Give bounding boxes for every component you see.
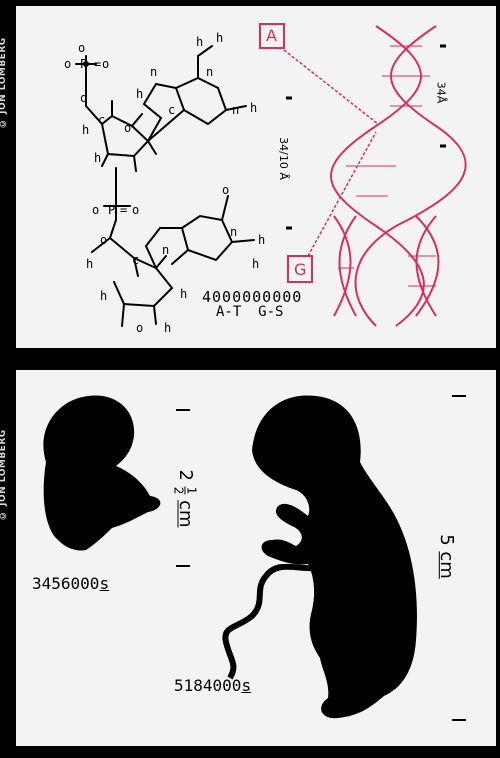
double-helix xyxy=(330,25,467,327)
svg-text:o: o xyxy=(100,233,107,247)
svg-text:n: n xyxy=(232,103,239,117)
small-size-fraction: 1 2 xyxy=(171,486,199,495)
large-fetus-silhouette xyxy=(252,395,417,719)
nucleotide-structure xyxy=(75,45,255,327)
svg-text:o: o xyxy=(124,121,131,135)
svg-text:h: h xyxy=(86,257,93,271)
svg-text:=: = xyxy=(120,203,127,217)
svg-text:c: c xyxy=(98,113,105,127)
width-fraction: 10 xyxy=(276,154,290,169)
svg-text:h: h xyxy=(258,233,265,247)
svg-text:n: n xyxy=(150,65,157,79)
svg-text:P: P xyxy=(108,203,115,217)
base-pair-count: 4000000000 xyxy=(202,288,303,306)
svg-text:h: h xyxy=(164,321,171,335)
small-size-numerator: 1 xyxy=(184,486,199,495)
credit-text-top: © JON LOMBERG xyxy=(0,37,8,128)
large-fetus-time: 5184000s xyxy=(174,676,251,695)
small-size-unit: cm xyxy=(175,500,196,528)
svg-text:n: n xyxy=(206,65,213,79)
svg-text:o: o xyxy=(102,57,109,71)
svg-text:c: c xyxy=(132,253,139,267)
credit-text-bottom: © JON LOMBERG xyxy=(0,429,8,520)
helix-pitch-unit: Å xyxy=(434,95,448,104)
umbilical-cord xyxy=(222,563,321,680)
svg-text:h: h xyxy=(216,31,223,45)
large-size-value: 5 xyxy=(435,534,457,546)
width-label: 34/10 Å xyxy=(276,137,290,180)
svg-text:n: n xyxy=(162,243,169,257)
fetus-illustration xyxy=(43,395,466,721)
helix-pitch-label: 34Å xyxy=(434,82,447,104)
svg-text:h: h xyxy=(82,123,89,137)
svg-text:P: P xyxy=(80,57,87,71)
svg-text:o: o xyxy=(92,203,99,217)
svg-text:h: h xyxy=(250,101,257,115)
svg-text:o: o xyxy=(64,57,71,71)
svg-text:o: o xyxy=(132,203,139,217)
svg-text:h: h xyxy=(94,151,101,165)
small-size-whole: 2 xyxy=(175,469,196,481)
svg-text:h: h xyxy=(136,87,143,101)
label-g-box xyxy=(287,255,313,283)
width-unit: Å xyxy=(276,172,290,180)
svg-text:o: o xyxy=(78,41,85,55)
small-fetus-time-unit: s xyxy=(99,574,110,593)
large-fetus-time-unit: s xyxy=(241,676,252,695)
label-g: G xyxy=(294,260,307,279)
small-fetus-silhouette xyxy=(43,395,161,551)
svg-text:h: h xyxy=(196,35,203,49)
label-a-box xyxy=(259,23,285,49)
callout-line-a xyxy=(283,49,379,125)
svg-text:h: h xyxy=(252,257,259,271)
svg-text:=: = xyxy=(94,57,101,71)
small-fetus-time-value: 3456000 xyxy=(32,574,100,593)
scale-ticks xyxy=(286,44,446,230)
small-fetus-size: 2 1 2 cm xyxy=(171,469,199,528)
base-pair-types: A-T G-S xyxy=(216,304,284,320)
fetus-scale-ticks xyxy=(176,395,466,721)
large-fetus-size: 5 cm xyxy=(436,534,457,579)
large-size-unit: cm xyxy=(435,551,457,579)
svg-text:n: n xyxy=(230,225,237,239)
callout-line-g xyxy=(307,131,377,257)
svg-text:o: o xyxy=(136,321,143,335)
small-fetus-time: 3456000s xyxy=(32,574,109,593)
small-size-denominator: 2 xyxy=(171,486,186,495)
svg-text:o: o xyxy=(222,183,229,197)
svg-text:h: h xyxy=(180,287,187,301)
svg-text:o: o xyxy=(80,91,87,105)
svg-text:h: h xyxy=(100,289,107,303)
helix-pitch-value: 34 xyxy=(434,81,448,96)
large-fetus-time-value: 5184000 xyxy=(174,676,242,695)
label-a: A xyxy=(266,26,277,45)
fetus-panel: 3456000s 5184000s 2 1 2 cm 5 cm xyxy=(16,370,496,746)
width-value: 34 xyxy=(276,137,290,152)
svg-text:c: c xyxy=(168,103,175,117)
